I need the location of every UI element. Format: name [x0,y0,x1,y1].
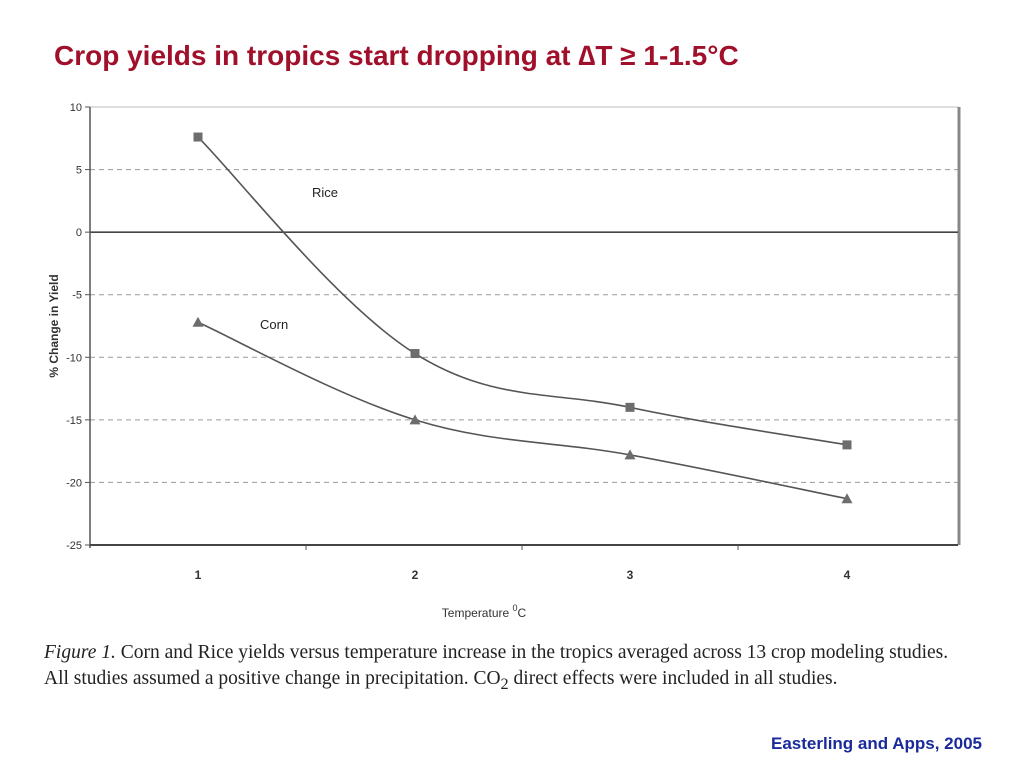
corn-series-label: Corn [260,317,288,332]
yield-chart: 10 5 0 -5 -10 -15 -20 -25 1 2 3 4 % Change in Yield T… [47,102,961,620]
corn-point [409,414,421,425]
figure-caption: Figure 1. Corn and Rice yields versus te… [44,640,974,697]
y-tick-label: -15 [66,415,82,427]
corn-point [624,449,636,460]
caption-text-part1: Corn and Rice yields versus temperature … [44,642,949,689]
y-axis-title: % Change in Yield [47,274,61,377]
x-tick-label: 3 [627,568,634,582]
corn-point [192,316,204,327]
y-tick-label: -25 [66,540,82,552]
y-tick-label: -5 [72,290,82,302]
x-tick-label: 4 [844,568,851,582]
rice-series-label: Rice [312,185,338,200]
citation: Easterling and Apps, 2005 [771,734,982,753]
x-axis-title-unit: C [518,606,527,620]
y-tick-label: 10 [70,102,82,114]
caption-text-part2: direct effects were included in all stud… [508,668,838,689]
corn-point [841,493,853,504]
caption-subscript: 2 [500,674,509,693]
corn-series-line [197,321,848,500]
rice-point [410,349,420,359]
plot-frame [89,106,959,546]
y-tick-label: -10 [66,352,82,364]
rice-point [842,440,852,450]
figure-label: Figure 1. [44,642,116,663]
x-axis-title: Temperature 0C [442,603,527,620]
rice-point [193,132,203,142]
x-axis-title-main: Temperature [442,606,513,620]
y-tick-label: 0 [76,227,82,239]
x-tick-label: 1 [195,568,202,582]
rice-point [625,402,635,412]
x-axis-title-superscript: 0 [513,603,518,613]
rice-series-line [197,136,848,446]
y-tick-label: 5 [76,165,82,177]
y-tick-label: -20 [66,477,82,489]
slide-title: Crop yields in tropics start dropping at… [54,40,739,71]
x-tick-label: 2 [412,568,419,582]
